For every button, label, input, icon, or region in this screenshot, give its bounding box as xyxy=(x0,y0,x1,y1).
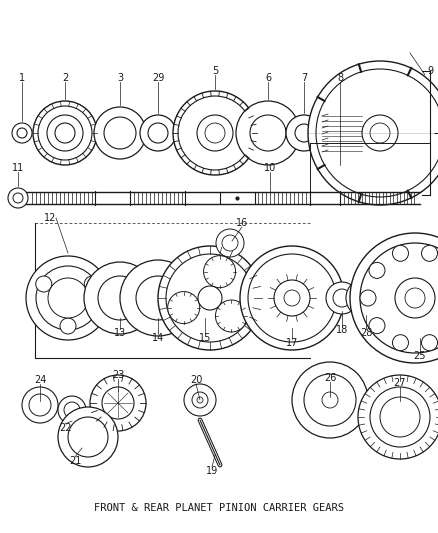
Circle shape xyxy=(184,384,216,416)
Circle shape xyxy=(240,246,344,350)
Text: 26: 26 xyxy=(324,373,336,383)
Circle shape xyxy=(120,260,196,336)
Text: 13: 13 xyxy=(114,328,126,338)
Text: 16: 16 xyxy=(236,218,248,228)
Circle shape xyxy=(47,115,83,151)
Circle shape xyxy=(346,278,386,318)
Circle shape xyxy=(102,387,134,419)
Circle shape xyxy=(166,254,254,342)
Circle shape xyxy=(286,115,322,151)
Text: 29: 29 xyxy=(152,73,164,83)
Text: 20: 20 xyxy=(190,375,202,385)
Circle shape xyxy=(292,362,368,438)
Circle shape xyxy=(29,394,51,416)
Text: 7: 7 xyxy=(301,73,307,83)
Circle shape xyxy=(216,229,244,257)
Circle shape xyxy=(22,387,58,423)
Text: 14: 14 xyxy=(152,333,164,343)
Text: 5: 5 xyxy=(212,66,218,76)
Bar xyxy=(322,111,362,155)
Circle shape xyxy=(136,276,180,320)
Text: 2: 2 xyxy=(62,73,68,83)
Circle shape xyxy=(204,256,236,288)
Circle shape xyxy=(36,276,52,292)
Text: 23: 23 xyxy=(112,370,124,380)
Circle shape xyxy=(308,61,438,205)
Bar xyxy=(316,119,322,147)
Circle shape xyxy=(55,123,75,143)
Circle shape xyxy=(421,335,438,351)
Text: 25: 25 xyxy=(414,351,426,361)
Text: 22: 22 xyxy=(59,423,71,433)
Bar xyxy=(350,233,438,363)
Circle shape xyxy=(369,318,385,334)
Circle shape xyxy=(316,69,438,197)
Circle shape xyxy=(94,107,146,159)
Circle shape xyxy=(250,115,286,151)
Circle shape xyxy=(36,266,100,330)
Text: 6: 6 xyxy=(265,73,271,83)
Circle shape xyxy=(140,115,176,151)
Circle shape xyxy=(58,396,86,424)
Circle shape xyxy=(354,286,378,310)
Circle shape xyxy=(360,243,438,353)
Circle shape xyxy=(168,292,200,324)
Text: 19: 19 xyxy=(206,466,218,476)
Circle shape xyxy=(33,101,97,165)
Circle shape xyxy=(370,387,430,447)
Text: 17: 17 xyxy=(286,338,298,348)
Text: 24: 24 xyxy=(34,375,46,385)
Circle shape xyxy=(48,278,88,318)
Text: 21: 21 xyxy=(69,456,81,466)
Circle shape xyxy=(274,280,310,316)
Circle shape xyxy=(90,375,146,431)
Circle shape xyxy=(178,96,252,170)
Circle shape xyxy=(360,290,376,306)
Circle shape xyxy=(395,278,435,318)
Circle shape xyxy=(392,245,409,261)
Text: 15: 15 xyxy=(199,333,211,343)
Circle shape xyxy=(236,101,300,165)
Circle shape xyxy=(350,233,438,363)
Circle shape xyxy=(173,91,257,175)
Circle shape xyxy=(421,245,438,261)
Text: 27: 27 xyxy=(394,378,406,388)
Circle shape xyxy=(148,123,168,143)
Circle shape xyxy=(215,300,247,332)
Circle shape xyxy=(192,392,208,408)
Text: 12: 12 xyxy=(44,213,56,223)
Circle shape xyxy=(8,188,28,208)
Circle shape xyxy=(248,254,336,342)
Circle shape xyxy=(84,276,100,292)
Circle shape xyxy=(197,115,233,151)
Circle shape xyxy=(38,106,92,160)
Circle shape xyxy=(358,375,438,459)
Circle shape xyxy=(64,402,80,418)
Circle shape xyxy=(304,374,356,426)
Circle shape xyxy=(362,115,398,151)
Circle shape xyxy=(84,262,156,334)
Text: 11: 11 xyxy=(12,163,24,173)
Text: 3: 3 xyxy=(117,73,123,83)
Text: 18: 18 xyxy=(336,325,348,335)
Circle shape xyxy=(295,124,313,142)
Circle shape xyxy=(326,282,358,314)
Text: 10: 10 xyxy=(264,163,276,173)
Text: 8: 8 xyxy=(337,73,343,83)
Text: 9: 9 xyxy=(427,66,433,76)
Circle shape xyxy=(392,335,409,351)
Circle shape xyxy=(58,407,118,467)
Circle shape xyxy=(68,417,108,457)
Circle shape xyxy=(380,397,420,437)
Text: 1: 1 xyxy=(19,73,25,83)
Text: 28: 28 xyxy=(360,328,372,338)
Text: FRONT & REAR PLANET PINION CARRIER GEARS: FRONT & REAR PLANET PINION CARRIER GEARS xyxy=(94,503,344,513)
Circle shape xyxy=(198,286,222,310)
Circle shape xyxy=(26,256,110,340)
Circle shape xyxy=(369,262,385,278)
Circle shape xyxy=(104,117,136,149)
Circle shape xyxy=(158,246,262,350)
Circle shape xyxy=(98,276,142,320)
Circle shape xyxy=(60,318,76,334)
